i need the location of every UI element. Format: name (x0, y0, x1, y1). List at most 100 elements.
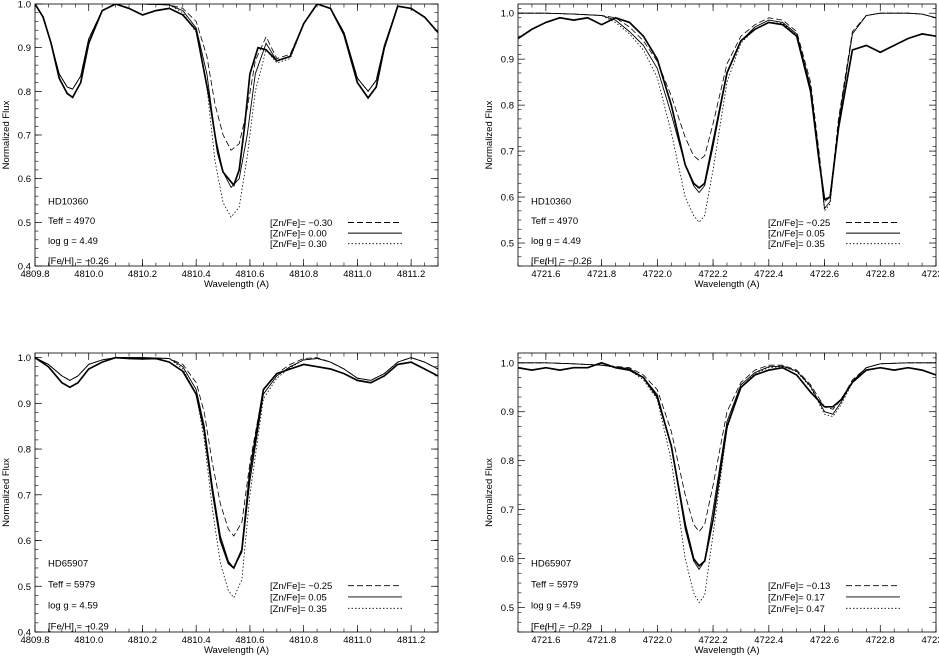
chart-panel-3: 4809.8 4810.0 4810.2 4810.4 4810.6 4810.8 4811… (1, 352, 439, 656)
x-tick-label: 4811.2 (397, 635, 425, 646)
star-info-line: HD65907 (531, 558, 571, 569)
y-tick-label: 1.0 (18, 353, 31, 364)
x-axis-label: Wavelength (A) (694, 645, 759, 656)
x-tick-label: 4810.4 (182, 635, 211, 646)
x-tick-label: 4722.2 (699, 269, 728, 280)
star-info-line: [Fe/H] = −0.29 (48, 622, 109, 633)
x-tick-label: 4722.8 (866, 635, 895, 646)
x-tick-label: 4809.8 (20, 635, 49, 646)
series-line-dashed (35, 357, 438, 537)
legend-label: [Zn/Fe]= 0.00 (270, 229, 327, 240)
star-info-line: HD10360 (48, 196, 88, 207)
x-tick-label: 4721.6 (531, 635, 560, 646)
y-tick-label: 0.7 (501, 147, 514, 158)
plot-frame (34, 3, 439, 267)
x-tick-label: 4722.2 (699, 635, 728, 646)
star-info-line: [Fe/H] = −0.26 (48, 256, 109, 267)
plot-frame (34, 352, 439, 633)
legend-label: [Zn/Fe]= −0.25 (768, 218, 830, 229)
y-tick-label: 0.5 (501, 603, 514, 614)
y-tick-label: 0.8 (501, 456, 514, 467)
legend-label: [Zn/Fe]= 0.05 (270, 592, 327, 603)
x-tick-label: 4722.6 (810, 635, 839, 646)
y-axis-label: Normalized Flux (1, 100, 12, 169)
star-info-line: log g = 4.59 (531, 601, 581, 612)
series-line-dotted (35, 4, 438, 218)
y-tick-label: 1.0 (501, 9, 514, 20)
x-tick-label: 4722.8 (866, 269, 895, 280)
observed-spectrum-line (518, 361, 936, 568)
x-tick-label: 4722.4 (754, 269, 783, 280)
x-tick-label: 4722.0 (643, 635, 672, 646)
legend-label: [Zn/Fe]= 0.17 (768, 592, 825, 603)
chart-panel-2: 4721.6 4721.8 4722.0 4722.2 4722.4 4722.6 4722… (484, 3, 939, 290)
legend-label: [Zn/Fe]= 0.30 (270, 239, 327, 250)
x-tick-label: 4810.2 (128, 635, 157, 646)
legend-label: [Zn/Fe]= 0.35 (768, 239, 825, 250)
y-tick-label: 0.8 (501, 101, 514, 112)
y-axis-label: Normalized Flux (484, 458, 495, 527)
y-tick-label: 0.6 (18, 536, 31, 547)
star-info-line: log g = 4.49 (531, 236, 581, 247)
x-tick-label: 4722.0 (643, 269, 672, 280)
y-tick-label: 0.9 (18, 399, 31, 410)
y-tick-label: 0.9 (501, 55, 514, 66)
x-tick-label: 4810.2 (128, 269, 157, 280)
x-axis-label: Wavelength (A) (694, 279, 759, 290)
star-info-line: Teff = 4970 (48, 216, 95, 227)
x-axis-label: Wavelength (A) (204, 279, 269, 290)
observed-spectrum-line (518, 16, 936, 201)
x-tick-label: 4811.2 (397, 269, 425, 280)
series-line-dotted (518, 12, 936, 223)
x-tick-label: 4810.8 (289, 269, 318, 280)
series-line-solid (35, 357, 438, 569)
chart-panel-4: 4721.6 4721.8 4722.0 4722.2 4722.4 4722.6 4722… (484, 352, 939, 656)
series-line-solid (518, 362, 936, 571)
x-tick-label: 4722.6 (810, 269, 839, 280)
series-line-solid (35, 4, 438, 189)
x-tick-label: 4722.4 (754, 635, 783, 646)
x-tick-label: 4721.6 (531, 269, 560, 280)
x-tick-label: 4723.0 (921, 635, 939, 646)
star-info-line: [Fe/H] = −0.26 (531, 256, 592, 267)
x-tick-label: 4810.0 (74, 269, 103, 280)
star-info-line: Teff = 5979 (48, 579, 95, 590)
y-tick-label: 0.9 (501, 407, 514, 418)
legend-label: [Zn/Fe]= −0.25 (270, 581, 332, 592)
x-axis-label: Wavelength (A) (204, 645, 269, 656)
y-tick-label: 1.0 (18, 0, 31, 11)
x-tick-label: 4810.0 (74, 635, 103, 646)
chart-panel-1: 4809.8 4810.0 4810.2 4810.4 4810.6 4810.8 4811… (1, 0, 439, 290)
legend-label: [Zn/Fe]= 0.47 (768, 604, 825, 615)
series-line-dashed (518, 362, 936, 533)
y-tick-label: 0.9 (18, 43, 31, 54)
y-tick-label: 0.5 (18, 218, 31, 229)
legend-label: [Zn/Fe]= 0.35 (270, 604, 327, 615)
x-tick-label: 4810.6 (235, 635, 264, 646)
series-line-dashed (518, 12, 936, 203)
star-info-line: HD10360 (531, 196, 571, 207)
x-tick-label: 4811.0 (343, 635, 371, 646)
x-tick-label: 4810.6 (235, 269, 264, 280)
star-info-line: Teff = 5979 (531, 579, 578, 590)
y-tick-label: 0.6 (18, 174, 31, 185)
x-tick-label: 4809.8 (20, 269, 49, 280)
star-info-line: log g = 4.49 (48, 236, 98, 247)
observed-spectrum-line (35, 4, 438, 187)
y-tick-label: 0.8 (18, 445, 31, 456)
series-line-dotted (518, 362, 936, 604)
y-tick-label: 0.8 (18, 87, 31, 98)
legend-label: [Zn/Fe]= −0.13 (768, 581, 830, 592)
series-line-solid (518, 12, 936, 210)
plot-frame (517, 352, 937, 633)
star-info-line: Teff = 4970 (531, 216, 578, 227)
y-tick-label: 0.4 (18, 628, 31, 639)
observed-spectrum-line (35, 356, 438, 570)
y-tick-label: 0.7 (18, 131, 31, 142)
x-tick-label: 4721.8 (587, 269, 616, 280)
plot-frame (517, 3, 937, 267)
y-tick-label: 0.7 (18, 490, 31, 501)
legend-label: [Zn/Fe]= −0.30 (270, 218, 332, 229)
y-tick-label: 0.6 (501, 554, 514, 565)
